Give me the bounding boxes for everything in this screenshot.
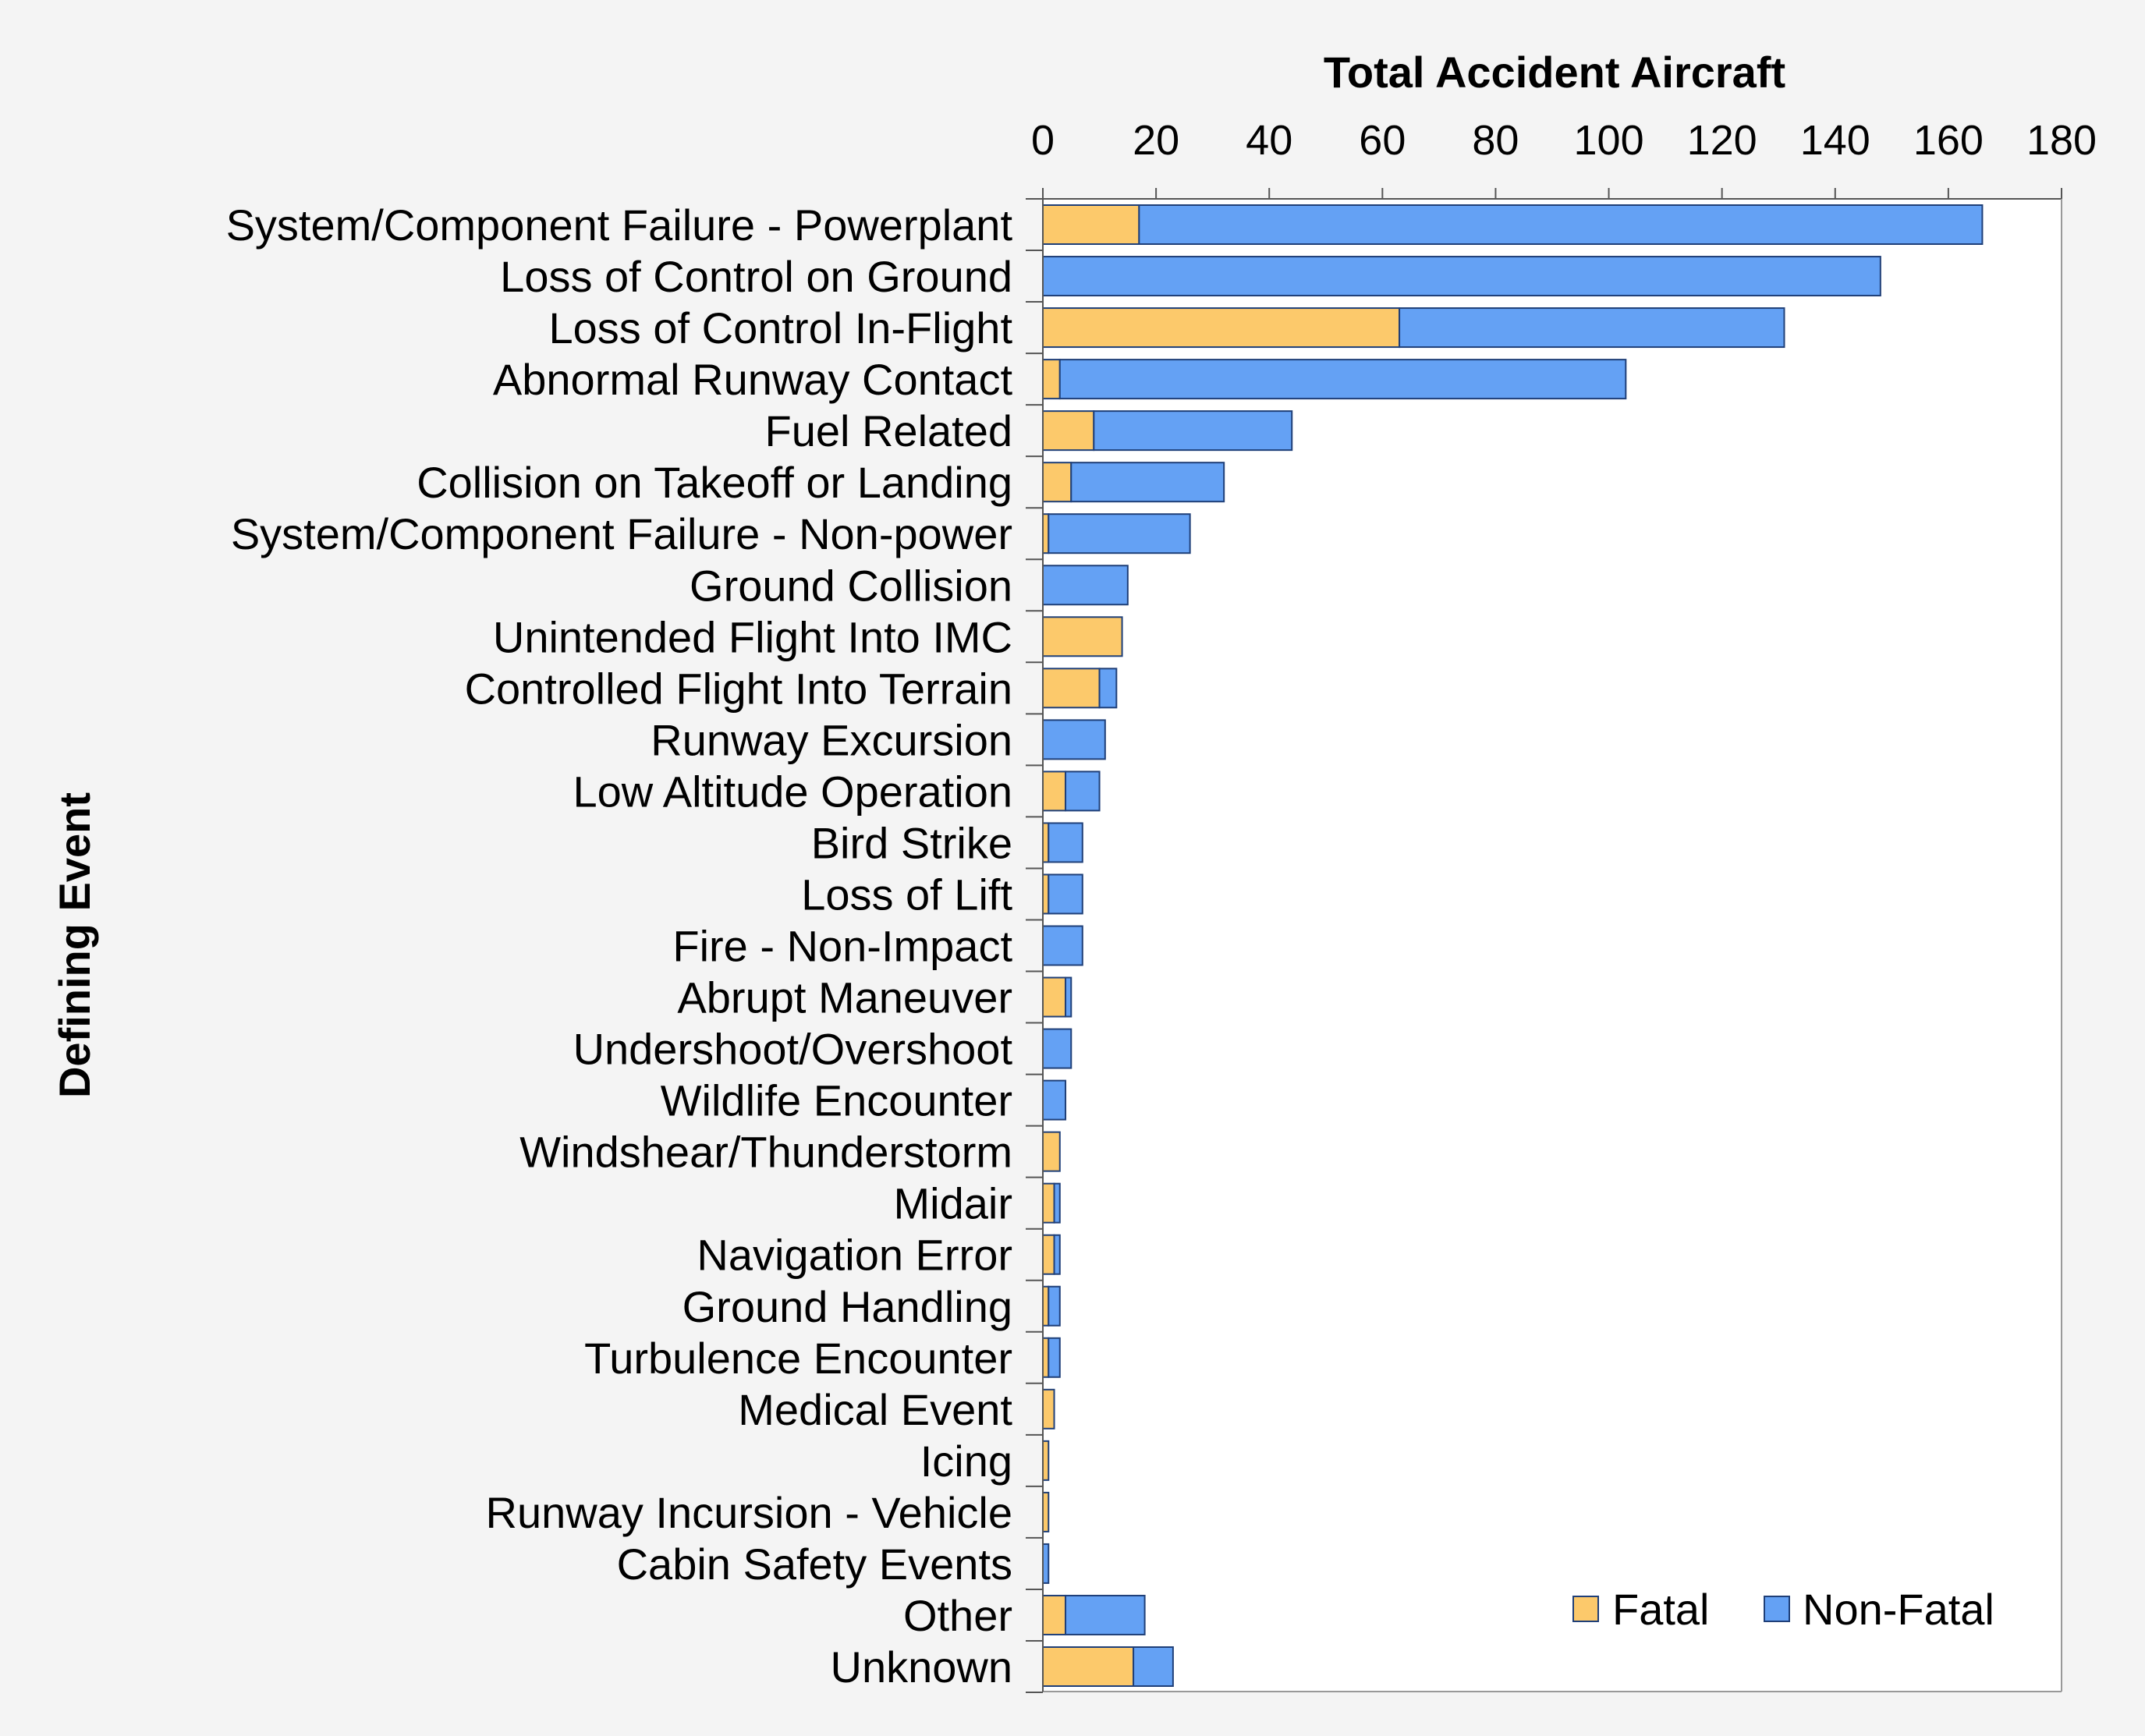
bar-non-fatal-11 [1065,771,1101,812]
y-tick-label: Loss of Control on Ground [500,252,1012,301]
y-tick-label: Other [903,1591,1012,1640]
bar-fatal-23 [1042,1388,1055,1430]
y-axis-title: Defining Event [50,792,99,1098]
y-tick-label: Loss of Lift [801,870,1012,919]
bar-non-fatal-7 [1042,565,1129,606]
bar-non-fatal-9 [1098,668,1118,709]
y-tick-label: Runway Excursion [651,715,1012,764]
bar-non-fatal-16 [1042,1028,1072,1069]
x-tick-label: 80 [1472,117,1519,164]
bar-fatal-28 [1042,1646,1135,1687]
y-tick-label: Icing [920,1437,1012,1486]
bar-non-fatal-2 [1399,307,1785,349]
y-tick-label: Collision on Takeoff or Landing [417,458,1012,507]
legend: Fatal Non-Fatal [1572,1585,1994,1634]
bar-non-fatal-12 [1048,822,1083,863]
bar-fatal-18 [1042,1131,1061,1172]
bar-non-fatal-17 [1042,1079,1067,1121]
bar-non-fatal-10 [1042,719,1106,760]
y-tick-label: Bird Strike [811,818,1012,867]
bar-fatal-9 [1042,668,1101,709]
y-tick-label: Fire - Non-Impact [672,922,1012,971]
bar-non-fatal-5 [1070,462,1225,503]
y-tick-label: Medical Event [738,1385,1012,1434]
bar-fatal-2 [1042,307,1401,349]
y-tick-label: Loss of Control In-Flight [549,303,1013,353]
bar-fatal-24 [1042,1440,1050,1481]
bar-non-fatal-20 [1053,1234,1061,1275]
bar-non-fatal-22 [1048,1337,1061,1378]
bar-fatal-8 [1042,616,1123,657]
x-tick-label: 60 [1359,117,1406,164]
y-tick-label: Windshear/Thunderstorm [519,1128,1012,1177]
bar-non-fatal-4 [1093,410,1293,452]
y-tick-label: Fuel Related [764,406,1012,455]
bar-non-fatal-3 [1058,359,1627,400]
bar-fatal-19 [1042,1182,1055,1224]
bar-fatal-21 [1042,1285,1050,1327]
y-tick-label: Turbulence Encounter [584,1334,1012,1383]
y-tick-label: Runway Incursion - Vehicle [486,1488,1012,1537]
x-tick-label: 0 [1031,117,1055,164]
x-tick-label: 160 [1913,117,1984,164]
bar-fatal-11 [1042,771,1067,812]
x-tick-label: 40 [1246,117,1292,164]
bar-fatal-3 [1042,359,1061,400]
y-tick-label: Abrupt Maneuver [677,973,1012,1022]
bar-fatal-4 [1042,410,1095,452]
bar-non-fatal-15 [1065,976,1072,1018]
bars-group [1042,204,1984,1687]
bar-non-fatal-21 [1048,1285,1061,1327]
y-tick-label: Wildlife Encounter [661,1076,1012,1125]
bar-non-fatal-27 [1065,1594,1146,1635]
bar-non-fatal-1 [1042,256,1881,297]
bar-non-fatal-19 [1053,1182,1061,1224]
x-tick-label: 100 [1574,117,1644,164]
y-tick-label: Ground Handling [682,1282,1012,1331]
x-axis-title: Total Accident Aircraft [1324,48,1785,97]
bar-non-fatal-28 [1133,1646,1174,1687]
legend-label-fatal: Fatal [1612,1585,1710,1634]
bar-fatal-15 [1042,976,1067,1018]
bar-fatal-27 [1042,1594,1067,1635]
bar-fatal-0 [1042,204,1140,245]
bar-fatal-22 [1042,1337,1050,1378]
bar-non-fatal-6 [1048,513,1191,554]
bar-non-fatal-13 [1048,873,1083,915]
y-tick-label: System/Component Failure - Non-power [231,509,1012,558]
y-tick-label: Undershoot/Overshoot [573,1025,1013,1074]
y-tick-label: Unintended Flight Into IMC [493,612,1012,661]
y-tick-label: Controlled Flight Into Terrain [465,664,1012,713]
bar-fatal-20 [1042,1234,1055,1275]
y-axis: System/Component Failure - PowerplantLos… [226,197,1044,1694]
y-tick-label: Ground Collision [690,561,1012,610]
x-tick-label: 180 [2026,117,2097,164]
bar-fatal-25 [1042,1491,1050,1532]
bar-fatal-12 [1042,822,1050,863]
legend-swatch-non-fatal [1764,1596,1790,1622]
x-tick-label: 120 [1687,117,1757,164]
bar-fatal-13 [1042,873,1050,915]
legend-swatch-fatal [1572,1596,1599,1622]
x-tick-label: 140 [1800,117,1870,164]
x-axis: 0 20 40 60 80 100 120 140 160 180 [1031,117,2097,1692]
y-tick-label: Low Altitude Operation [573,767,1012,816]
y-tick-label: Cabin Safety Events [617,1539,1012,1589]
x-tick-label: 20 [1133,117,1179,164]
bar-non-fatal-0 [1138,204,1984,245]
bar-fatal-6 [1042,513,1050,554]
y-tick-label: Abnormal Runway Contact [493,355,1013,404]
y-tick-label: Navigation Error [697,1231,1012,1280]
bar-non-fatal-14 [1042,925,1083,966]
legend-label-non-fatal: Non-Fatal [1803,1585,1994,1634]
bar-fatal-5 [1042,462,1072,503]
y-tick-label: Midair [894,1179,1012,1228]
bar-non-fatal-26 [1042,1543,1050,1584]
y-tick-label: System/Component Failure - Powerplant [226,200,1013,250]
y-tick-label: Unknown [831,1642,1012,1692]
